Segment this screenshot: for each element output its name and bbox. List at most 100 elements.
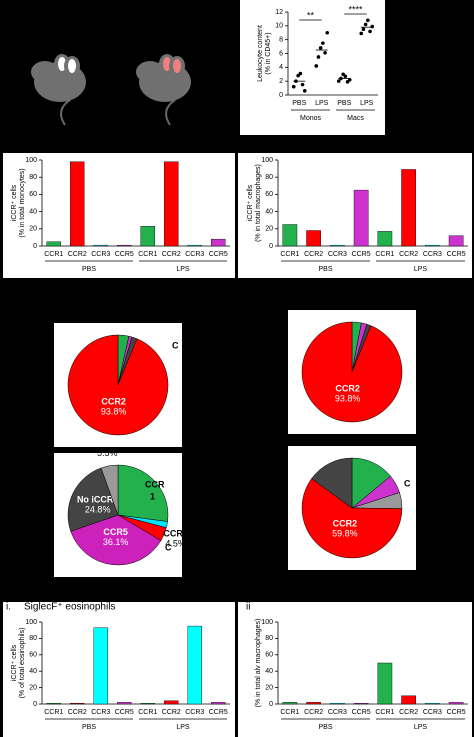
y-axis-label: (% in total monocytes): [19, 168, 26, 237]
y-tick-label: 80: [29, 174, 37, 181]
bar: [210, 238, 226, 247]
data-point: [314, 64, 319, 68]
data-point: [318, 46, 323, 50]
bar: [163, 700, 179, 705]
mouse-lps: [136, 54, 191, 126]
x-tick-label: CCR3: [423, 709, 442, 716]
group-label: LPS: [176, 266, 190, 273]
group-label: LPS: [414, 724, 428, 731]
pie-slice: [100, 464, 119, 516]
pie-slice: [67, 467, 119, 532]
group-label: PBS: [82, 266, 96, 273]
slice-value: 59.8%: [332, 529, 358, 539]
pie-slice: [301, 321, 403, 423]
sig-label: **: [307, 10, 315, 20]
data-point: [366, 18, 370, 23]
group-label: Macs: [347, 115, 364, 122]
bar: [377, 231, 393, 247]
x-tick-label: CCR5: [352, 251, 371, 258]
y-tick-label: 8: [279, 37, 283, 44]
panel-label: ii: [246, 602, 250, 613]
x-tick-label: CCR3: [328, 709, 347, 716]
pie-slice: [311, 457, 353, 509]
x-tick-label: CCR3: [185, 709, 204, 716]
x-tick-label: CCR5: [115, 709, 134, 716]
y-axis-label: iCCR⁺ cells: [11, 184, 18, 221]
bar: [116, 244, 132, 247]
data-point: [370, 24, 375, 29]
pie-slice: [117, 464, 169, 522]
bar: [210, 702, 226, 705]
y-tick-label: 20: [265, 226, 273, 233]
data-point: [368, 29, 372, 34]
slice-value: 24.8%: [85, 505, 111, 515]
bar: [46, 702, 62, 705]
x-tick-label: CCR2: [304, 251, 323, 258]
y-axis-label: (% in total alv macrophages): [255, 619, 262, 708]
x-tick-label: PBS: [292, 100, 306, 107]
slice-value: 5.5%: [97, 448, 118, 458]
y-tick-label: 80: [265, 174, 273, 181]
y-tick-label: 20: [265, 684, 273, 691]
pie-slice: [301, 478, 403, 559]
slice-label: CCR2: [335, 383, 360, 393]
bar: [353, 702, 369, 705]
y-axis-label: iCCR⁺ cells: [247, 184, 254, 221]
slice-label: CCR2: [101, 396, 126, 406]
panel-label: i.: [6, 602, 11, 613]
data-point: [325, 30, 330, 35]
y-tick-label: 40: [265, 208, 273, 215]
panel-bg: [238, 612, 472, 737]
bar: [93, 244, 108, 247]
y-tick-label: 0: [33, 243, 37, 250]
x-tick-label: CCR5: [447, 709, 466, 716]
bar: [401, 695, 416, 705]
bar: [69, 702, 85, 705]
y-tick-label: 40: [29, 208, 37, 215]
bar: [140, 226, 155, 247]
data-point: [291, 84, 296, 89]
x-tick-label: CCR5: [352, 709, 371, 716]
x-tick-label: CCR2: [304, 709, 323, 716]
bar: [425, 244, 440, 247]
data-point: [347, 77, 352, 82]
y-axis-label: Leukocyte content: [257, 25, 264, 82]
panel-heading: SiglecF⁺ eosinophils: [24, 602, 115, 613]
bar: [306, 230, 321, 247]
data-point: [361, 27, 366, 32]
pie-annotation: C: [165, 542, 172, 552]
y-tick-label: 40: [29, 668, 37, 675]
y-tick-label: 100: [261, 619, 273, 626]
y-tick-label: 20: [29, 226, 37, 233]
pie-slice: [70, 514, 162, 566]
slice-value: 93.8%: [101, 406, 127, 416]
sig-label: ****: [348, 4, 363, 14]
y-tick-label: 4: [279, 64, 283, 71]
group-label: LPS: [176, 724, 190, 731]
bar: [330, 702, 345, 705]
bar: [187, 244, 202, 247]
y-tick-label: 100: [25, 157, 37, 164]
bar: [46, 241, 62, 247]
y-tick-label: 60: [265, 191, 273, 198]
y-tick-label: 10: [275, 23, 283, 30]
data-point: [298, 71, 303, 76]
y-tick-label: 60: [29, 191, 37, 198]
y-axis-label: iCCR⁺ cells: [11, 644, 18, 681]
panel-bg: [3, 153, 235, 278]
pie-slice: [67, 334, 169, 436]
y-tick-label: 60: [265, 652, 273, 659]
y-tick-label: 0: [33, 701, 37, 708]
y-axis-label: (% of total eosinophils): [19, 628, 26, 699]
x-tick-label: CCR2: [68, 251, 87, 258]
slice-label: CCR2: [333, 519, 358, 529]
x-tick-label: CCR2: [162, 709, 181, 716]
data-point: [336, 79, 341, 83]
data-point: [343, 74, 348, 79]
group-label: PBS: [82, 724, 96, 731]
data-point: [321, 41, 325, 45]
mouse-pbs: [31, 54, 86, 126]
group-label: PBS: [318, 724, 332, 731]
data-point: [302, 89, 307, 93]
